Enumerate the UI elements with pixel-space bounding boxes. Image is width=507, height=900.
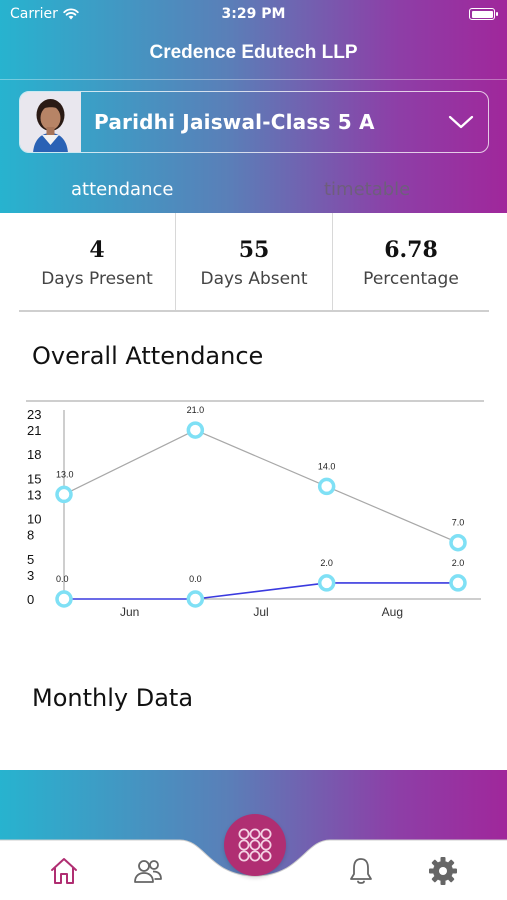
student-name: Paridhi Jaiswal-Class 5 A	[94, 110, 375, 134]
data-point	[186, 421, 205, 439]
header: Carrier 3:29 PM Credence Edutech LLP Par…	[0, 0, 507, 213]
stats-row: 4 Days Present 55 Days Absent 6.78 Perce…	[19, 213, 489, 312]
bell-icon[interactable]	[345, 855, 377, 887]
stat-percentage: 6.78 Percentage	[332, 213, 489, 310]
carrier-info: Carrier	[10, 6, 79, 22]
home-icon[interactable]	[48, 855, 80, 887]
y-tick-label: 21	[27, 423, 41, 438]
avatar	[20, 92, 81, 152]
x-tick-label: Aug	[382, 605, 403, 619]
data-point	[55, 485, 73, 504]
data-label: 21.0	[187, 405, 205, 415]
data-label: 2.0	[320, 558, 333, 568]
tab-attendance[interactable]: attendance	[71, 179, 174, 200]
gear-icon[interactable]	[427, 855, 459, 887]
stat-days-absent: 55 Days Absent	[175, 213, 332, 310]
data-label: 0.0	[189, 574, 202, 584]
wifi-icon	[63, 8, 79, 20]
app-title: Credence Edutech LLP	[149, 42, 358, 63]
x-tick-label: Jun	[120, 605, 139, 619]
y-tick-label: 18	[27, 447, 41, 462]
data-point	[449, 533, 467, 552]
status-bar: Carrier 3:29 PM	[0, 0, 507, 30]
data-label: 7.0	[452, 518, 465, 528]
menu-grid-button[interactable]	[224, 814, 286, 876]
data-point	[186, 590, 205, 608]
y-tick-label: 23	[27, 407, 41, 422]
y-tick-label: 8	[27, 528, 34, 543]
y-tick-label: 15	[27, 471, 41, 486]
stat-label: Percentage	[363, 269, 459, 289]
carrier-label: Carrier	[10, 6, 58, 22]
data-point	[449, 574, 467, 592]
stat-value: 4	[89, 237, 105, 263]
y-tick-label: 3	[27, 568, 34, 583]
users-icon[interactable]	[132, 855, 164, 887]
series-line	[64, 582, 458, 600]
stat-value: 55	[238, 237, 270, 263]
tab-bar	[0, 839, 507, 900]
data-label: 14.0	[318, 461, 336, 471]
grid-icon	[238, 828, 272, 862]
stat-value: 6.78	[384, 237, 438, 263]
student-selector[interactable]: Paridhi Jaiswal-Class 5 A	[19, 91, 489, 153]
data-point	[317, 477, 336, 496]
data-point	[55, 590, 73, 608]
y-tick-label: 13	[27, 487, 41, 502]
stat-label: Days Absent	[200, 269, 308, 289]
stat-label: Days Present	[41, 269, 153, 289]
data-label: 2.0	[452, 558, 465, 568]
monthly-data-title: Monthly Data	[32, 684, 194, 712]
y-tick-label: 5	[27, 552, 34, 567]
status-time: 3:29 PM	[221, 6, 286, 22]
tab-timetable[interactable]: timetable	[324, 179, 411, 200]
header-divider	[0, 79, 507, 80]
y-tick-label: 10	[27, 512, 41, 527]
battery-icon	[469, 8, 498, 20]
data-label: 13.0	[56, 469, 74, 479]
y-tick-label: 0	[27, 592, 34, 607]
overall-attendance-title: Overall Attendance	[32, 342, 264, 370]
chevron-down-icon[interactable]	[448, 114, 474, 130]
data-label: 0.0	[56, 574, 69, 584]
x-tick-label: Jul	[253, 605, 268, 619]
series-line	[63, 429, 459, 544]
stat-days-present: 4 Days Present	[19, 213, 175, 310]
data-point	[317, 574, 336, 592]
